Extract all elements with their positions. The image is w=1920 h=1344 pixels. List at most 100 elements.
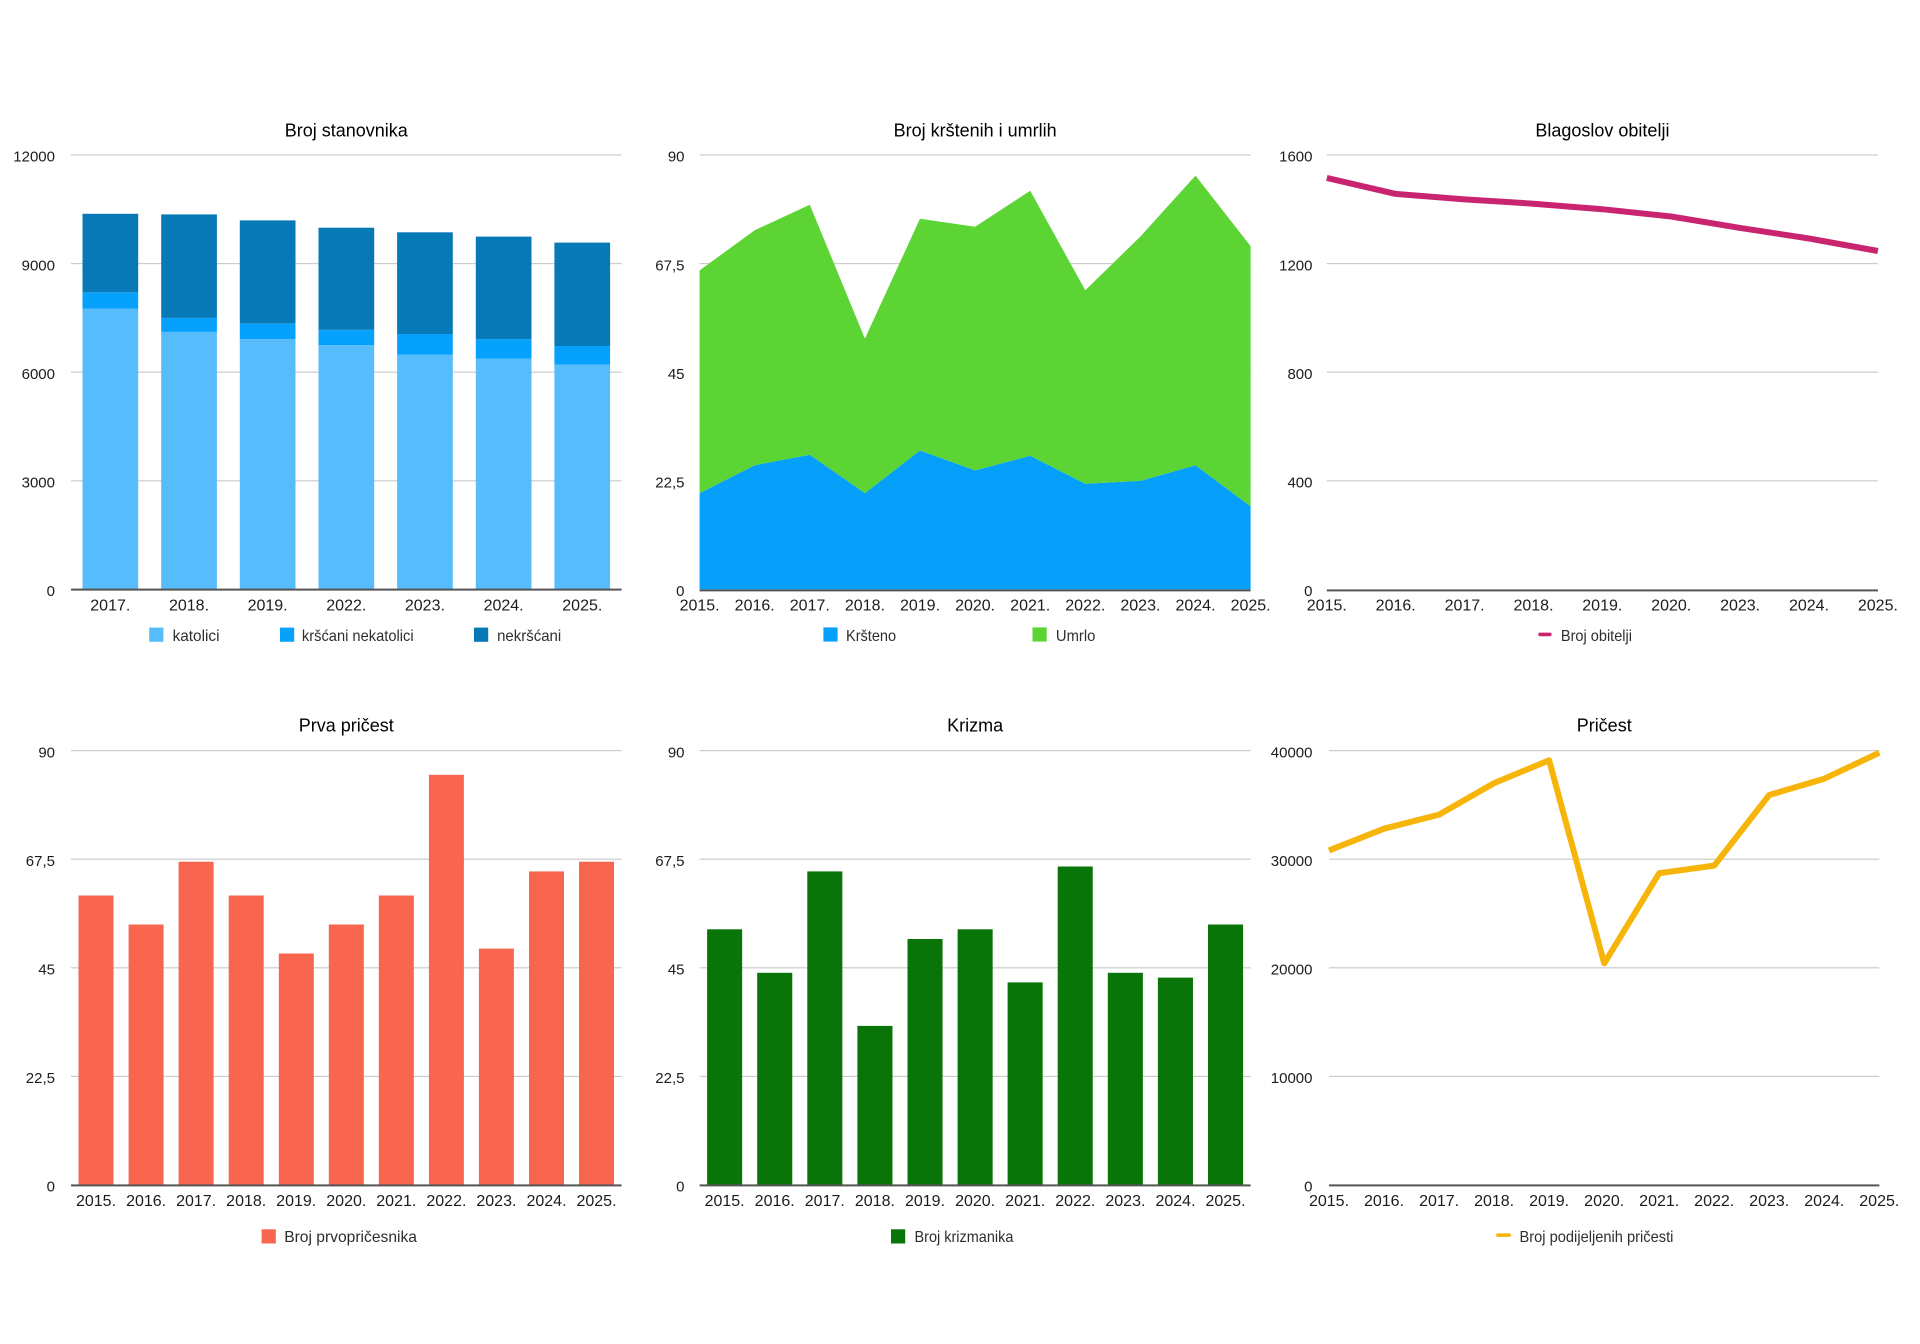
svg-text:2017.: 2017. bbox=[1419, 1193, 1459, 1210]
svg-text:22,5: 22,5 bbox=[655, 475, 684, 492]
svg-text:1200: 1200 bbox=[1279, 257, 1312, 274]
svg-text:40000: 40000 bbox=[1271, 744, 1313, 761]
svg-text:2017.: 2017. bbox=[790, 598, 830, 615]
svg-text:2016.: 2016. bbox=[126, 1193, 166, 1210]
svg-text:Broj stanovnika: Broj stanovnika bbox=[285, 120, 409, 140]
svg-text:2019.: 2019. bbox=[1529, 1193, 1569, 1210]
svg-text:0: 0 bbox=[676, 1179, 684, 1196]
svg-text:2022.: 2022. bbox=[1694, 1193, 1734, 1210]
svg-text:Broj obitelji: Broj obitelji bbox=[1561, 628, 1632, 645]
svg-text:90: 90 bbox=[668, 149, 685, 166]
svg-text:9000: 9000 bbox=[22, 257, 55, 274]
svg-text:90: 90 bbox=[38, 744, 55, 761]
svg-text:2023.: 2023. bbox=[476, 1193, 516, 1210]
svg-text:Umrlo: Umrlo bbox=[1056, 628, 1096, 645]
svg-text:Kršteno: Kršteno bbox=[846, 628, 896, 645]
svg-text:2016.: 2016. bbox=[755, 1193, 795, 1210]
svg-text:67,5: 67,5 bbox=[26, 853, 55, 870]
svg-text:2018.: 2018. bbox=[855, 1193, 895, 1210]
svg-text:2024.: 2024. bbox=[1804, 1193, 1844, 1210]
svg-text:2020.: 2020. bbox=[955, 598, 995, 615]
svg-text:2025.: 2025. bbox=[1205, 1193, 1245, 1210]
svg-text:30000: 30000 bbox=[1271, 853, 1313, 870]
svg-text:2025.: 2025. bbox=[576, 1193, 616, 1210]
svg-text:22,5: 22,5 bbox=[26, 1070, 55, 1087]
svg-text:Prva pričest: Prva pričest bbox=[299, 715, 394, 735]
svg-text:2017.: 2017. bbox=[1445, 598, 1485, 615]
svg-text:2015.: 2015. bbox=[1309, 1193, 1349, 1210]
svg-text:0: 0 bbox=[1304, 583, 1312, 600]
svg-text:2019.: 2019. bbox=[248, 598, 288, 615]
svg-text:kršćani nekatolici: kršćani nekatolici bbox=[302, 628, 414, 645]
svg-text:2022.: 2022. bbox=[326, 598, 366, 615]
svg-text:3000: 3000 bbox=[22, 475, 55, 492]
svg-text:2015.: 2015. bbox=[76, 1193, 116, 1210]
svg-text:2016.: 2016. bbox=[735, 598, 775, 615]
svg-text:400: 400 bbox=[1287, 475, 1312, 492]
svg-text:2017.: 2017. bbox=[90, 598, 130, 615]
svg-text:2022.: 2022. bbox=[426, 1193, 466, 1210]
svg-text:2025.: 2025. bbox=[1858, 598, 1898, 615]
svg-text:2024.: 2024. bbox=[1175, 598, 1215, 615]
svg-text:45: 45 bbox=[38, 962, 55, 979]
svg-text:Krizma: Krizma bbox=[947, 715, 1004, 735]
svg-text:2024.: 2024. bbox=[1155, 1193, 1195, 1210]
svg-text:2023.: 2023. bbox=[1749, 1193, 1789, 1210]
svg-text:2019.: 2019. bbox=[905, 1193, 945, 1210]
svg-text:2016.: 2016. bbox=[1376, 598, 1416, 615]
svg-text:0: 0 bbox=[1304, 1179, 1312, 1196]
svg-text:Blagoslov obitelji: Blagoslov obitelji bbox=[1535, 120, 1669, 140]
svg-text:2023.: 2023. bbox=[1720, 598, 1760, 615]
svg-text:2021.: 2021. bbox=[1010, 598, 1050, 615]
svg-text:2019.: 2019. bbox=[276, 1193, 316, 1210]
svg-text:Broj krizmanika: Broj krizmanika bbox=[915, 1229, 1014, 1246]
svg-text:2017.: 2017. bbox=[805, 1193, 845, 1210]
svg-text:0: 0 bbox=[47, 583, 55, 600]
svg-text:22,5: 22,5 bbox=[655, 1070, 684, 1087]
svg-text:2018.: 2018. bbox=[1513, 598, 1553, 615]
svg-text:2020.: 2020. bbox=[1584, 1193, 1624, 1210]
svg-text:6000: 6000 bbox=[22, 366, 55, 383]
svg-text:45: 45 bbox=[668, 366, 685, 383]
svg-text:2015.: 2015. bbox=[1307, 598, 1347, 615]
svg-text:Broj podijeljenih pričesti: Broj podijeljenih pričesti bbox=[1520, 1229, 1674, 1246]
svg-text:2021.: 2021. bbox=[376, 1193, 416, 1210]
svg-text:2024.: 2024. bbox=[484, 598, 524, 615]
svg-text:12000: 12000 bbox=[13, 149, 55, 166]
svg-text:2018.: 2018. bbox=[169, 598, 209, 615]
svg-text:2018.: 2018. bbox=[845, 598, 885, 615]
svg-text:2023.: 2023. bbox=[1105, 1193, 1145, 1210]
svg-text:2019.: 2019. bbox=[900, 598, 940, 615]
svg-text:90: 90 bbox=[668, 744, 685, 761]
svg-text:nekršćani: nekršćani bbox=[497, 628, 561, 645]
svg-text:20000: 20000 bbox=[1271, 962, 1313, 979]
svg-text:2024.: 2024. bbox=[526, 1193, 566, 1210]
svg-text:67,5: 67,5 bbox=[655, 257, 684, 274]
svg-text:2019.: 2019. bbox=[1582, 598, 1622, 615]
svg-text:1600: 1600 bbox=[1279, 149, 1312, 166]
svg-text:45: 45 bbox=[668, 962, 685, 979]
svg-text:katolici: katolici bbox=[173, 628, 220, 645]
svg-text:2025.: 2025. bbox=[1231, 598, 1271, 615]
svg-text:2020.: 2020. bbox=[1651, 598, 1691, 615]
svg-text:2021.: 2021. bbox=[1639, 1193, 1679, 1210]
svg-text:2018.: 2018. bbox=[1474, 1193, 1514, 1210]
svg-text:2025.: 2025. bbox=[1859, 1193, 1899, 1210]
svg-text:2020.: 2020. bbox=[955, 1193, 995, 1210]
svg-text:0: 0 bbox=[47, 1179, 55, 1196]
svg-text:2023.: 2023. bbox=[405, 598, 445, 615]
svg-text:0: 0 bbox=[676, 583, 684, 600]
svg-text:2023.: 2023. bbox=[1120, 598, 1160, 615]
svg-text:2025.: 2025. bbox=[562, 598, 602, 615]
svg-text:2022.: 2022. bbox=[1055, 1193, 1095, 1210]
svg-text:2016.: 2016. bbox=[1364, 1193, 1404, 1210]
svg-text:2022.: 2022. bbox=[1065, 598, 1105, 615]
svg-text:2017.: 2017. bbox=[176, 1193, 216, 1210]
svg-text:2024.: 2024. bbox=[1789, 598, 1829, 615]
svg-text:Broj prvopričesnika: Broj prvopričesnika bbox=[284, 1229, 417, 1246]
svg-text:2015.: 2015. bbox=[705, 1193, 745, 1210]
svg-text:67,5: 67,5 bbox=[655, 853, 684, 870]
svg-text:2020.: 2020. bbox=[326, 1193, 366, 1210]
svg-text:2018.: 2018. bbox=[226, 1193, 266, 1210]
svg-text:2015.: 2015. bbox=[680, 598, 720, 615]
